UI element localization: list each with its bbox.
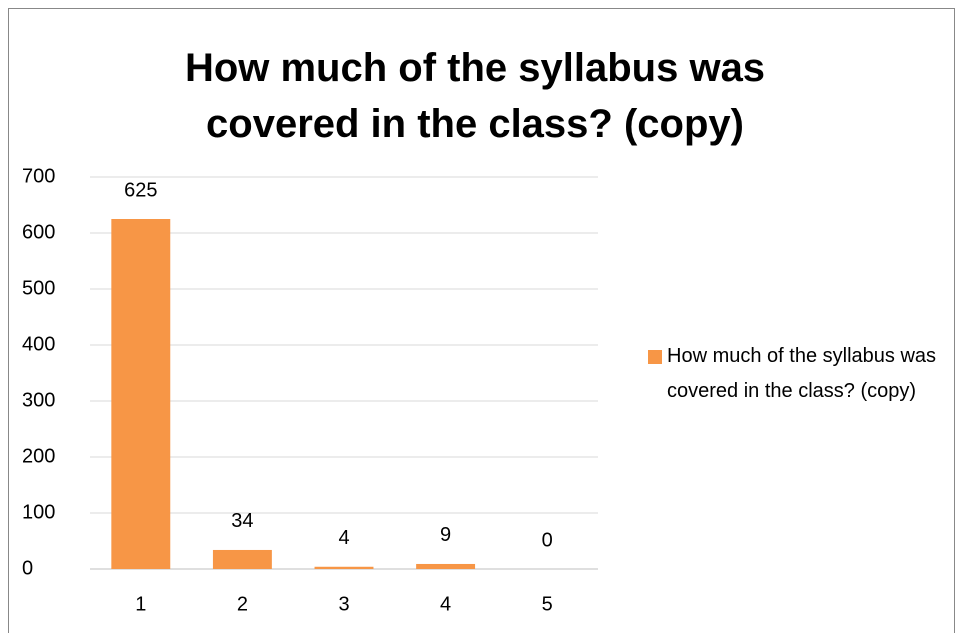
chart-border [8,8,955,633]
x-tick-label: 2 [237,593,248,615]
data-label: 625 [124,179,157,201]
data-label: 34 [231,510,253,532]
y-tick-label: 700 [22,165,55,187]
x-tick-label: 1 [135,593,146,615]
data-label: 9 [440,524,451,546]
y-tick-label: 600 [22,221,55,243]
y-tick-label: 0 [22,557,33,579]
legend-swatch [648,350,662,364]
y-tick-label: 200 [22,445,55,467]
y-tick-label: 100 [22,501,55,523]
y-tick-label: 500 [22,277,55,299]
bar [212,549,272,569]
data-label: 4 [338,527,349,549]
data-label: 0 [542,529,553,551]
bar [111,219,171,569]
chart-title: How much of the syllabus was covered in … [184,46,766,146]
x-tick-label: 5 [542,593,553,615]
bar [314,566,374,569]
bar [416,563,476,569]
x-tick-label: 3 [338,593,349,615]
y-tick-label: 300 [22,389,55,411]
y-tick-label: 400 [22,333,55,355]
x-tick-label: 4 [440,593,451,615]
legend-label: How much of the syllabus was covered in … [667,345,937,402]
